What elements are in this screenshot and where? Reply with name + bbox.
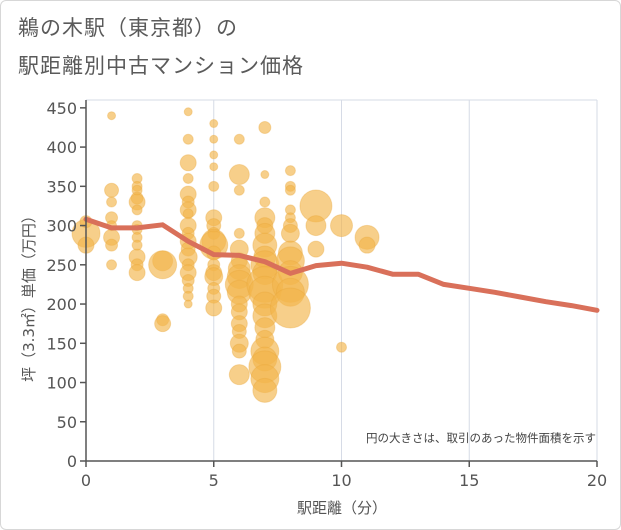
bubble-point xyxy=(209,119,219,129)
bubble-point xyxy=(208,180,220,192)
y-tick-label: 300 xyxy=(46,217,77,236)
chart-title-line2: 駅距離別中古マンション価格 xyxy=(18,54,304,78)
bubble-point xyxy=(269,287,311,329)
size-annotation: 円の大きさは、取引のあった物件面積を示す xyxy=(366,431,596,445)
bubble-point xyxy=(231,343,247,359)
bubble-point xyxy=(104,182,120,198)
bubble-point xyxy=(358,236,376,254)
bubble-point xyxy=(259,196,271,208)
y-tick-label: 0 xyxy=(67,452,77,471)
bubble-point xyxy=(148,250,178,280)
bubble-point xyxy=(233,184,245,196)
bubble-point xyxy=(258,120,272,134)
bubble-point xyxy=(105,238,119,252)
bubble-point xyxy=(330,214,353,238)
bubble-point xyxy=(182,133,194,145)
y-tick-label: 150 xyxy=(46,334,77,353)
bubble-point xyxy=(131,204,143,216)
bubble-point xyxy=(228,364,250,386)
chart-title-line1: 鵜の木駅（東京都）の xyxy=(18,16,238,40)
bubble-point xyxy=(182,172,194,184)
bubble-point xyxy=(305,215,327,237)
bubble-point xyxy=(179,154,197,172)
grid xyxy=(86,99,598,461)
x-tick-label: 5 xyxy=(209,471,219,490)
bubble-point xyxy=(233,133,245,145)
bubble-point xyxy=(209,134,219,144)
x-tick-label: 0 xyxy=(81,471,91,490)
x-axis-label: 駅距離（分） xyxy=(297,499,387,517)
y-tick-label: 450 xyxy=(46,99,77,118)
axes: 0 50 100 150 200 250 300 350 400 450 0 5 10 15 20 xyxy=(46,99,607,490)
bubble-point xyxy=(260,170,270,180)
y-tick-label: 400 xyxy=(46,138,77,157)
y-axis-label: 坪（3.3㎡）単価（万円） xyxy=(20,208,38,382)
bubble-point xyxy=(183,107,193,117)
y-tick-label: 50 xyxy=(57,413,77,432)
bubble-point xyxy=(209,162,219,172)
bubble-point xyxy=(307,240,325,258)
bubble-point xyxy=(233,227,245,239)
y-tick-label: 250 xyxy=(46,256,77,275)
bubble-point xyxy=(128,264,146,282)
bubble-point xyxy=(106,259,118,271)
bubble-point xyxy=(284,184,296,196)
y-tick-label: 200 xyxy=(46,295,77,314)
bubble-point xyxy=(154,315,172,333)
bubble-point xyxy=(107,111,117,121)
bubble-point xyxy=(106,196,118,208)
x-tick-label: 10 xyxy=(331,471,351,490)
trend-line-group xyxy=(83,216,600,313)
bubble-point xyxy=(228,164,250,186)
bubble-point xyxy=(183,299,193,309)
y-tick-label: 100 xyxy=(46,374,77,393)
x-tick-label: 20 xyxy=(587,471,607,490)
x-tick-label: 15 xyxy=(459,471,479,490)
bubble-point xyxy=(280,223,300,243)
y-tick-label: 350 xyxy=(46,177,77,196)
bubble-point xyxy=(284,165,296,177)
bubble-point xyxy=(131,239,143,251)
trend-line xyxy=(83,216,600,313)
bubble-point xyxy=(336,341,347,353)
bubble-point xyxy=(209,150,219,160)
bubble-point xyxy=(252,377,278,403)
bubble-point xyxy=(205,299,223,317)
